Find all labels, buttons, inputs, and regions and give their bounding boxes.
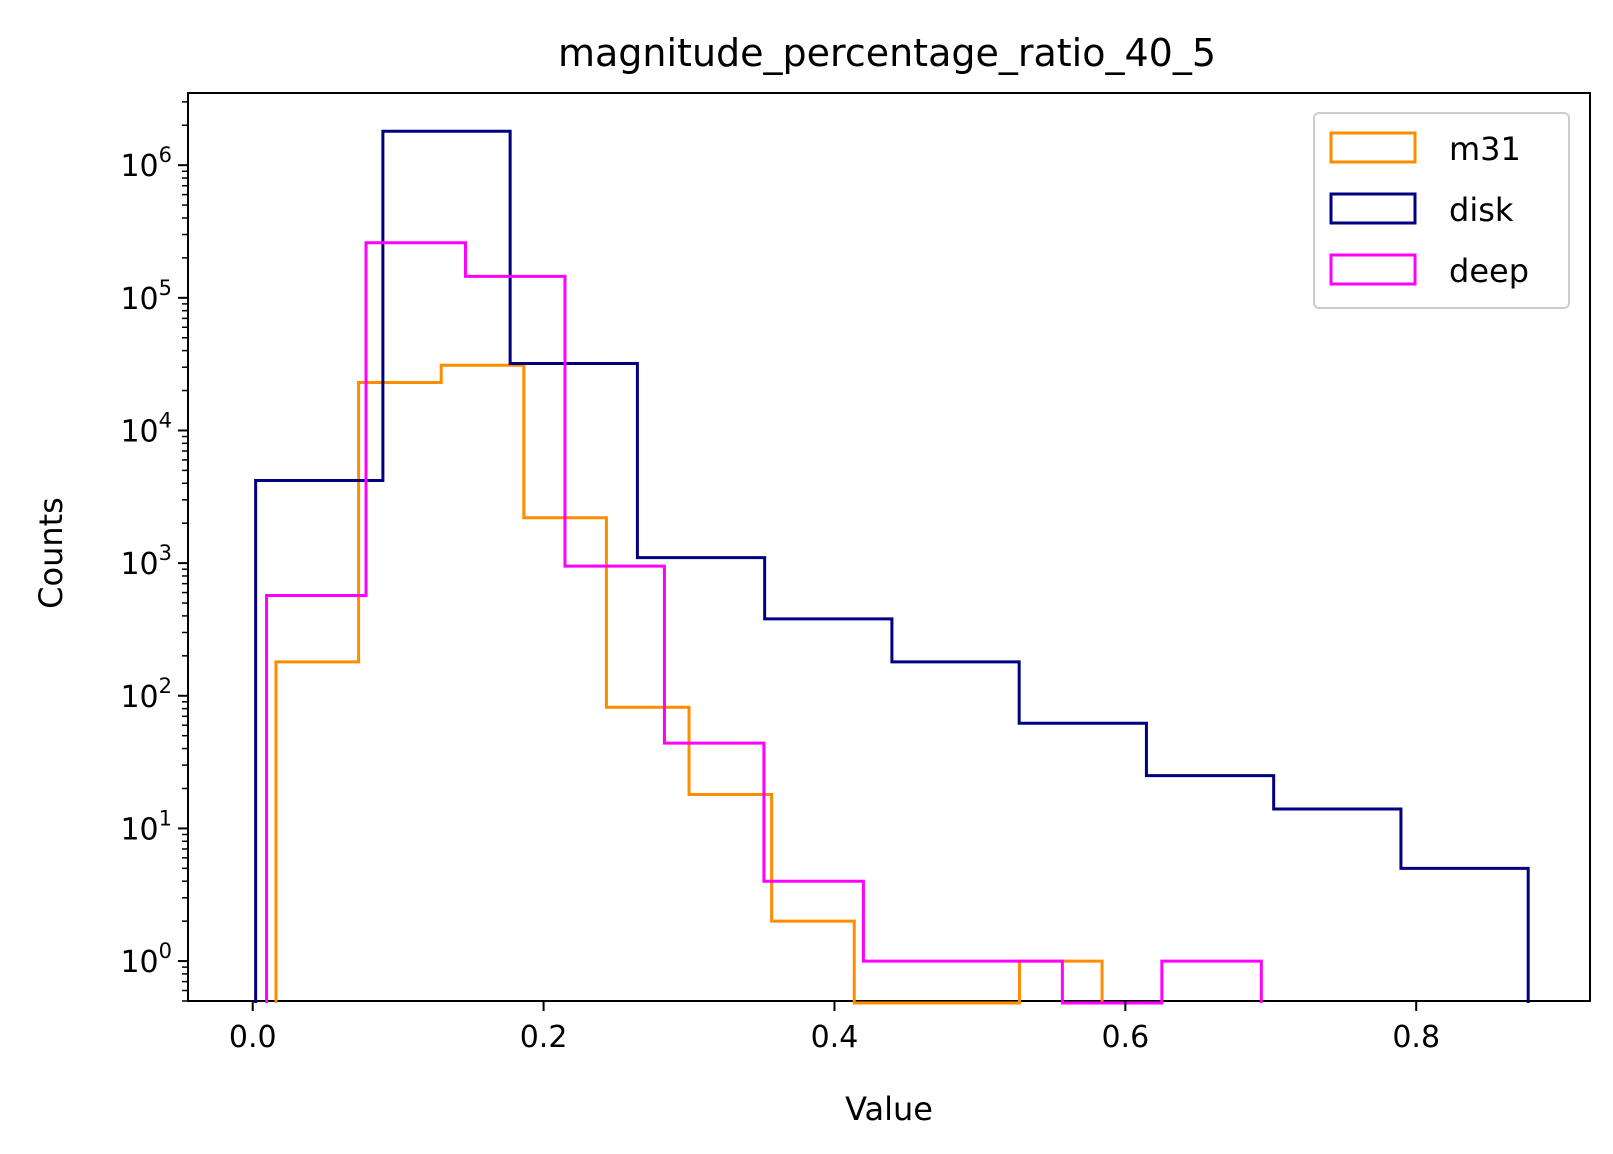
x-axis-label: Value xyxy=(845,1090,933,1128)
series-m31-step-outline xyxy=(274,363,1104,1005)
legend-item-disk: disk xyxy=(1329,191,1514,229)
plot-frame xyxy=(187,92,1591,1002)
legend-swatch-disk xyxy=(1329,192,1417,225)
legend-swatch-m31 xyxy=(1329,131,1417,164)
bar-disk-8 xyxy=(1274,809,1401,1001)
x-tick-label: 0.8 xyxy=(1392,1020,1440,1055)
y-tick-label: 106 xyxy=(120,143,172,184)
y-tick-label: 103 xyxy=(120,541,172,582)
bar-deep-1 xyxy=(366,243,465,1001)
x-axis-ticks: 0.0 0.2 0.4 0.6 0.8 xyxy=(229,1001,1440,1055)
x-tick-label: 0.4 xyxy=(811,1020,859,1055)
series-deep-step-outline xyxy=(265,241,1263,1005)
bar-deep-5 xyxy=(764,881,863,1001)
legend-label-deep: deep xyxy=(1449,252,1529,290)
y-tick-label: 105 xyxy=(120,276,172,317)
bar-disk-6 xyxy=(1019,723,1146,1001)
bar-deep-9 xyxy=(1162,961,1261,1001)
y-tick-label: 100 xyxy=(120,939,172,980)
y-axis-ticks: 100 101 102 103 104 105 106 xyxy=(120,101,188,1002)
plot-area: 0.0 0.2 0.4 0.6 0.8 100 101 102 103 104 105 106 xyxy=(120,92,1591,1055)
y-tick-label: 102 xyxy=(120,674,172,715)
series-disk xyxy=(254,129,1530,1003)
bar-deep-0 xyxy=(267,596,366,1001)
bar-deep-6 xyxy=(863,961,962,1001)
legend-label-disk: disk xyxy=(1449,191,1514,229)
series-deep xyxy=(265,241,1263,1005)
legend-label-m31: m31 xyxy=(1449,130,1521,168)
x-tick-label: 0.6 xyxy=(1101,1020,1149,1055)
y-axis-label: Counts xyxy=(32,497,70,609)
series-layer xyxy=(254,129,1530,1005)
series-disk-step-outline xyxy=(254,129,1530,1003)
legend-box xyxy=(1313,112,1570,309)
bar-deep-3 xyxy=(565,566,664,1001)
bar-deep-2 xyxy=(465,276,564,1001)
x-tick-label: 0.2 xyxy=(520,1020,568,1055)
legend: m31 disk deep xyxy=(1313,112,1570,309)
legend-item-deep: deep xyxy=(1329,252,1529,290)
chart-title: magnitude_percentage_ratio_40_5 xyxy=(558,31,1216,75)
series-m31 xyxy=(274,363,1104,1005)
bar-deep-4 xyxy=(664,743,763,1001)
bar-disk-5 xyxy=(892,662,1019,1001)
y-tick-label: 104 xyxy=(120,408,172,449)
x-tick-label: 0.0 xyxy=(229,1020,277,1055)
bar-disk-9 xyxy=(1401,868,1528,1001)
bar-deep-7 xyxy=(963,961,1062,1001)
legend-swatch-deep xyxy=(1329,253,1417,286)
legend-item-m31: m31 xyxy=(1329,130,1521,168)
y-tick-label: 101 xyxy=(120,806,172,847)
